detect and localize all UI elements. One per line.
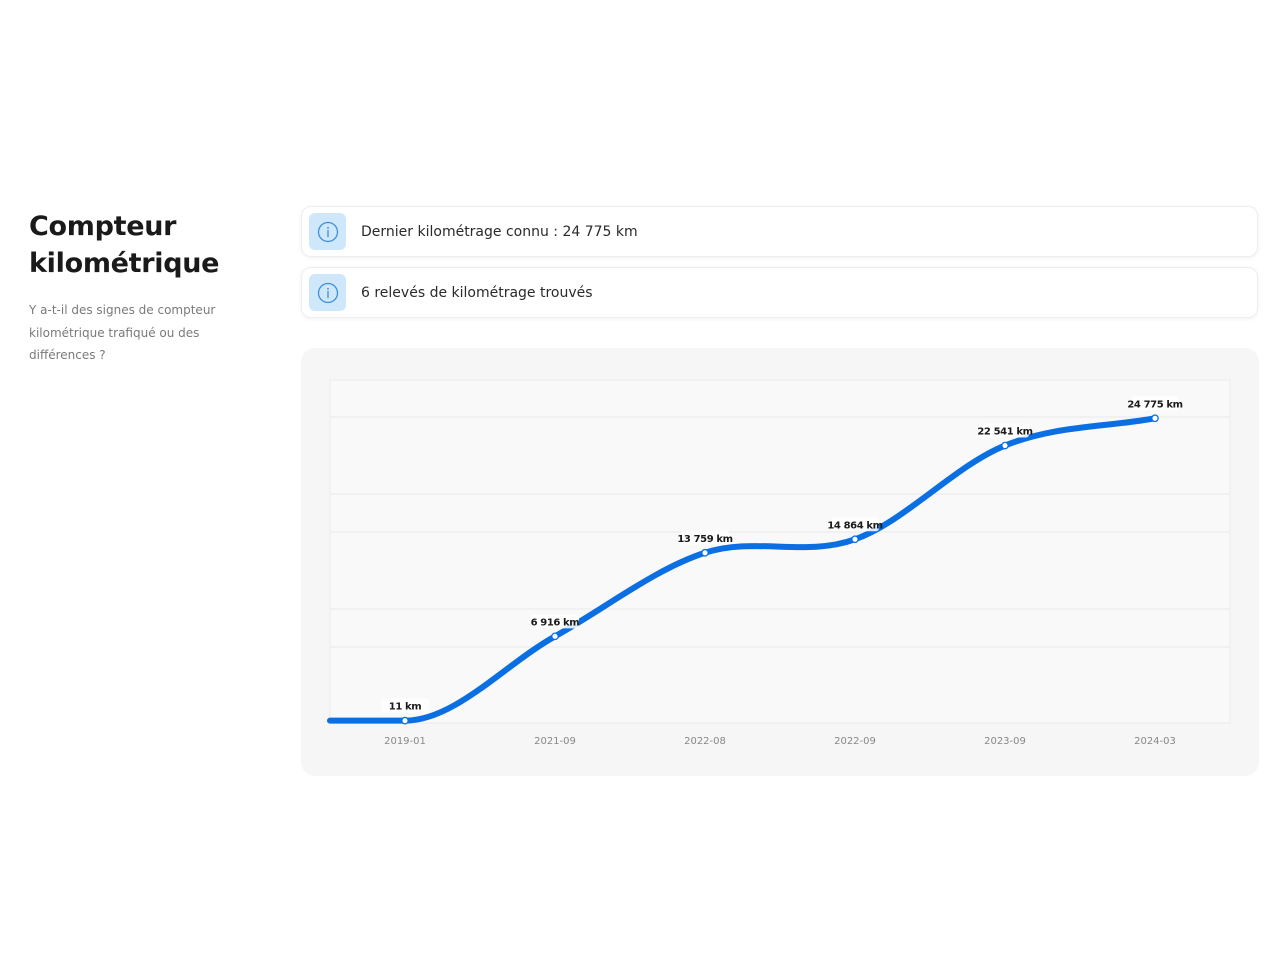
x-tick-label: 2019-01 [384,736,426,747]
data-label-bg [981,423,1029,438]
data-label: 22 541 km [977,427,1032,438]
data-label-bg [381,698,429,713]
x-tick-label: 2022-09 [834,736,876,747]
data-point [1151,414,1159,423]
info-icon [309,213,346,250]
info-card-readings-count: 6 relevés de kilométrage trouvés [301,267,1258,318]
mileage-chart-panel: 11 km 6 916 km 13 759 km 14 864 km 22 541 km… [301,348,1259,776]
data-label: 14 864 km [827,520,882,531]
data-point [701,548,709,557]
data-label: 24 775 km [1127,399,1182,410]
section-intro: Compteur kilométrique Y a-t-il des signe… [29,208,269,367]
data-point [1001,441,1009,450]
data-point [851,535,859,544]
x-tick-label: 2023-09 [984,736,1026,747]
section-description: Y a-t-il des signes de compteur kilométr… [29,303,216,362]
info-card-text: 6 relevés de kilométrage trouvés [361,284,593,301]
mileage-chart: 11 km 6 916 km 13 759 km 14 864 km 22 541 km… [327,379,1231,747]
x-tick-label: 2021-09 [534,736,576,747]
section-title: Compteur kilométrique [29,208,269,282]
info-icon [309,274,346,311]
data-label-bg [831,517,879,532]
x-tick-label: 2022-08 [684,736,726,747]
section-title-line1: Compteur [29,211,177,242]
info-card-last-mileage: Dernier kilométrage connu : 24 775 km [301,206,1258,257]
data-point [551,632,559,641]
grid [330,416,1230,724]
data-label: 13 759 km [677,534,732,545]
section-title-line2: kilométrique [29,248,220,279]
plot-area [329,379,1231,724]
data-label-bg [531,614,579,629]
x-tick-label: 2024-03 [1134,736,1176,747]
data-label-bg [1131,396,1179,411]
data-label-bg [681,530,729,545]
data-label: 11 km [389,702,421,713]
data-point [401,716,409,725]
data-label: 6 916 km [531,617,580,628]
info-card-text: Dernier kilométrage connu : 24 775 km [361,223,638,240]
